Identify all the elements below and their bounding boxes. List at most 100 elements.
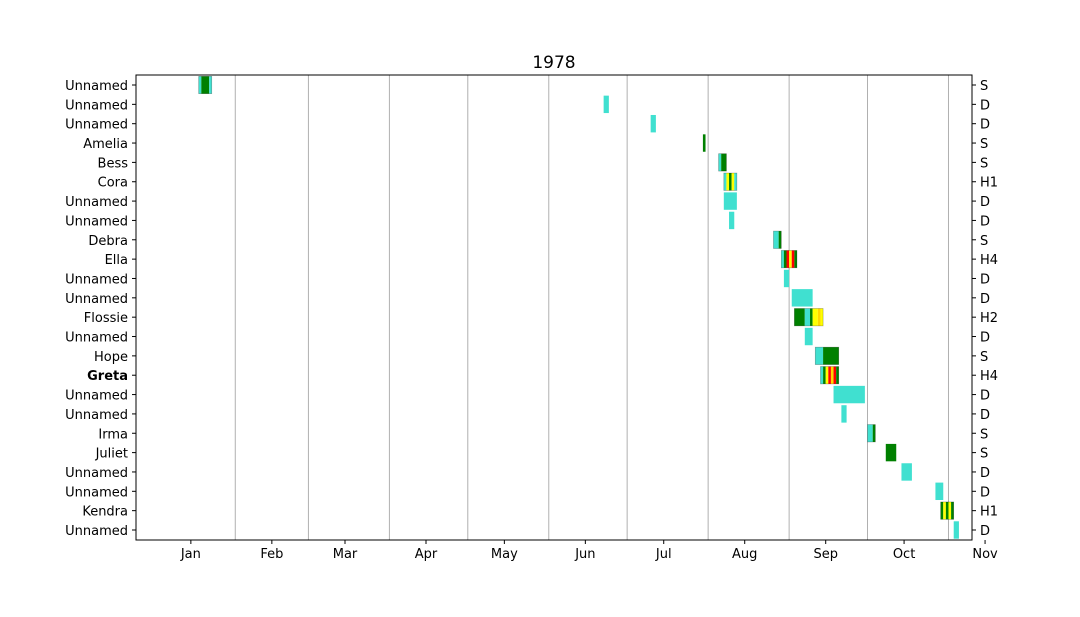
storm-name-label: Unnamed [65,79,128,94]
storm-name-label: Juliet [95,447,128,462]
storm-outline-12 [794,308,824,327]
storm-bar-7 [729,211,735,230]
x-tick-label-apr: Apr [415,547,438,562]
storm-segment-0-2 [209,76,212,94]
storm-bar-5 [723,172,738,191]
x-tick-label-feb: Feb [260,547,283,562]
x-tick-label-aug: Aug [732,547,757,562]
storm-bar-15 [820,366,840,385]
storm-category-label: S [980,350,988,365]
storm-segment-22-2 [945,501,949,520]
storm-name-label: Unnamed [65,214,128,229]
storm-segment-15-3 [828,366,831,384]
storm-category-label: S [980,156,988,171]
storm-name-label: Unnamed [65,466,128,481]
chart-title: 1978 [532,53,575,73]
storm-outline-14 [814,346,840,365]
storm-segment-4-1 [721,153,727,172]
storm-segment-15-6 [836,366,839,384]
storm-bar-22 [940,501,955,520]
storm-name-label: Flossie [84,311,128,326]
y-axis-left: Unnamed Unnamed Unnamed Amelia Bess Cora Unnam… [65,79,136,539]
storm-segment-5-2 [729,173,732,191]
storm-bar-9 [780,250,798,269]
storm-name-label: Debra [88,234,128,249]
storm-segment-10-0 [783,269,790,288]
storm-outline-0 [198,75,213,95]
storm-segment-17-0 [841,405,847,423]
x-tick-label-jun: Jun [574,547,595,562]
storm-bar-16 [833,385,865,404]
storm-segment-15-2 [825,366,829,384]
storm-segment-14-1 [823,347,839,365]
storm-category-label: D [980,195,990,210]
storm-segment-5-1 [726,173,730,191]
storm-segment-2-0 [650,114,656,133]
storm-name-label: Bess [98,156,129,171]
storm-name-label: Hope [94,350,128,365]
storm-segment-19-0 [885,443,897,462]
storm-outline-22 [940,501,955,520]
storm-outline-18 [867,424,876,443]
storm-segment-20-0 [901,463,912,481]
plot-frame [135,74,973,541]
storm-category-label: D [980,331,990,346]
storm-outline-8 [773,230,782,249]
storm-segment-5-4 [734,173,737,191]
storm-outline-4 [718,153,727,172]
storm-segment-3-0 [702,134,706,152]
storm-name-label: Amelia [83,137,128,152]
storm-segment-15-0 [820,366,824,384]
storm-segment-22-3 [948,501,952,520]
storm-segment-12-1 [804,308,811,326]
storm-bar-12 [794,308,824,327]
storm-segment-16-0 [833,385,865,404]
storm-segment-9-4 [791,250,795,268]
storm-segment-14-0 [815,347,824,365]
storm-category-label: D [980,466,990,481]
storm-segment-9-2 [786,250,790,268]
storm-category-label: S [980,427,988,442]
storm-segment-18-1 [872,424,876,442]
storm-segment-15-5 [833,366,837,384]
storm-category-label: S [980,234,988,249]
storm-bar-4 [718,153,727,172]
x-tick-label-mar: Mar [333,547,358,562]
storm-segment-21-0 [935,482,944,501]
storm-category-label: H1 [980,176,998,191]
storm-bar-23 [953,521,959,539]
storm-name-label: Ella [105,253,128,268]
storm-category-label: D [980,389,990,404]
storm-name-label: Unnamed [65,118,128,133]
storm-segment-23-0 [953,521,959,539]
storm-name-label: Cora [98,176,128,191]
storm-bar-2 [650,114,656,133]
storm-outline-15 [820,366,840,385]
storm-bar-11 [791,289,813,307]
storm-segment-12-0 [794,308,805,326]
storm-segment-6-0 [723,192,737,210]
storm-segment-22-1 [943,501,946,520]
storm-segment-13-0 [804,327,813,346]
storm-bar-6 [723,192,737,210]
storm-category-label: S [980,447,988,462]
storm-category-label: D [980,98,990,113]
x-tick-label-oct: Oct [893,547,915,562]
storm-segment-5-0 [723,173,727,191]
storm-segment-9-5 [794,250,797,268]
storm-category-label: D [980,485,990,500]
storm-category-label: S [980,137,988,152]
storm-segment-22-4 [951,501,954,520]
storm-name-label: Unnamed [65,292,128,307]
storm-segment-15-4 [830,366,834,384]
storm-segment-22-0 [940,501,944,520]
storm-segment-7-0 [729,211,735,230]
storm-segment-11-0 [791,289,813,307]
x-axis: Jan Feb Mar Apr May Jun Jul Aug Sep Oct Nov [180,540,998,562]
storm-category-label: D [980,214,990,229]
storm-bar-10 [783,269,790,288]
x-tick-label-jan: Jan [180,547,201,562]
storm-bar-19 [885,443,897,462]
x-tick-label-jul: Jul [655,547,672,562]
